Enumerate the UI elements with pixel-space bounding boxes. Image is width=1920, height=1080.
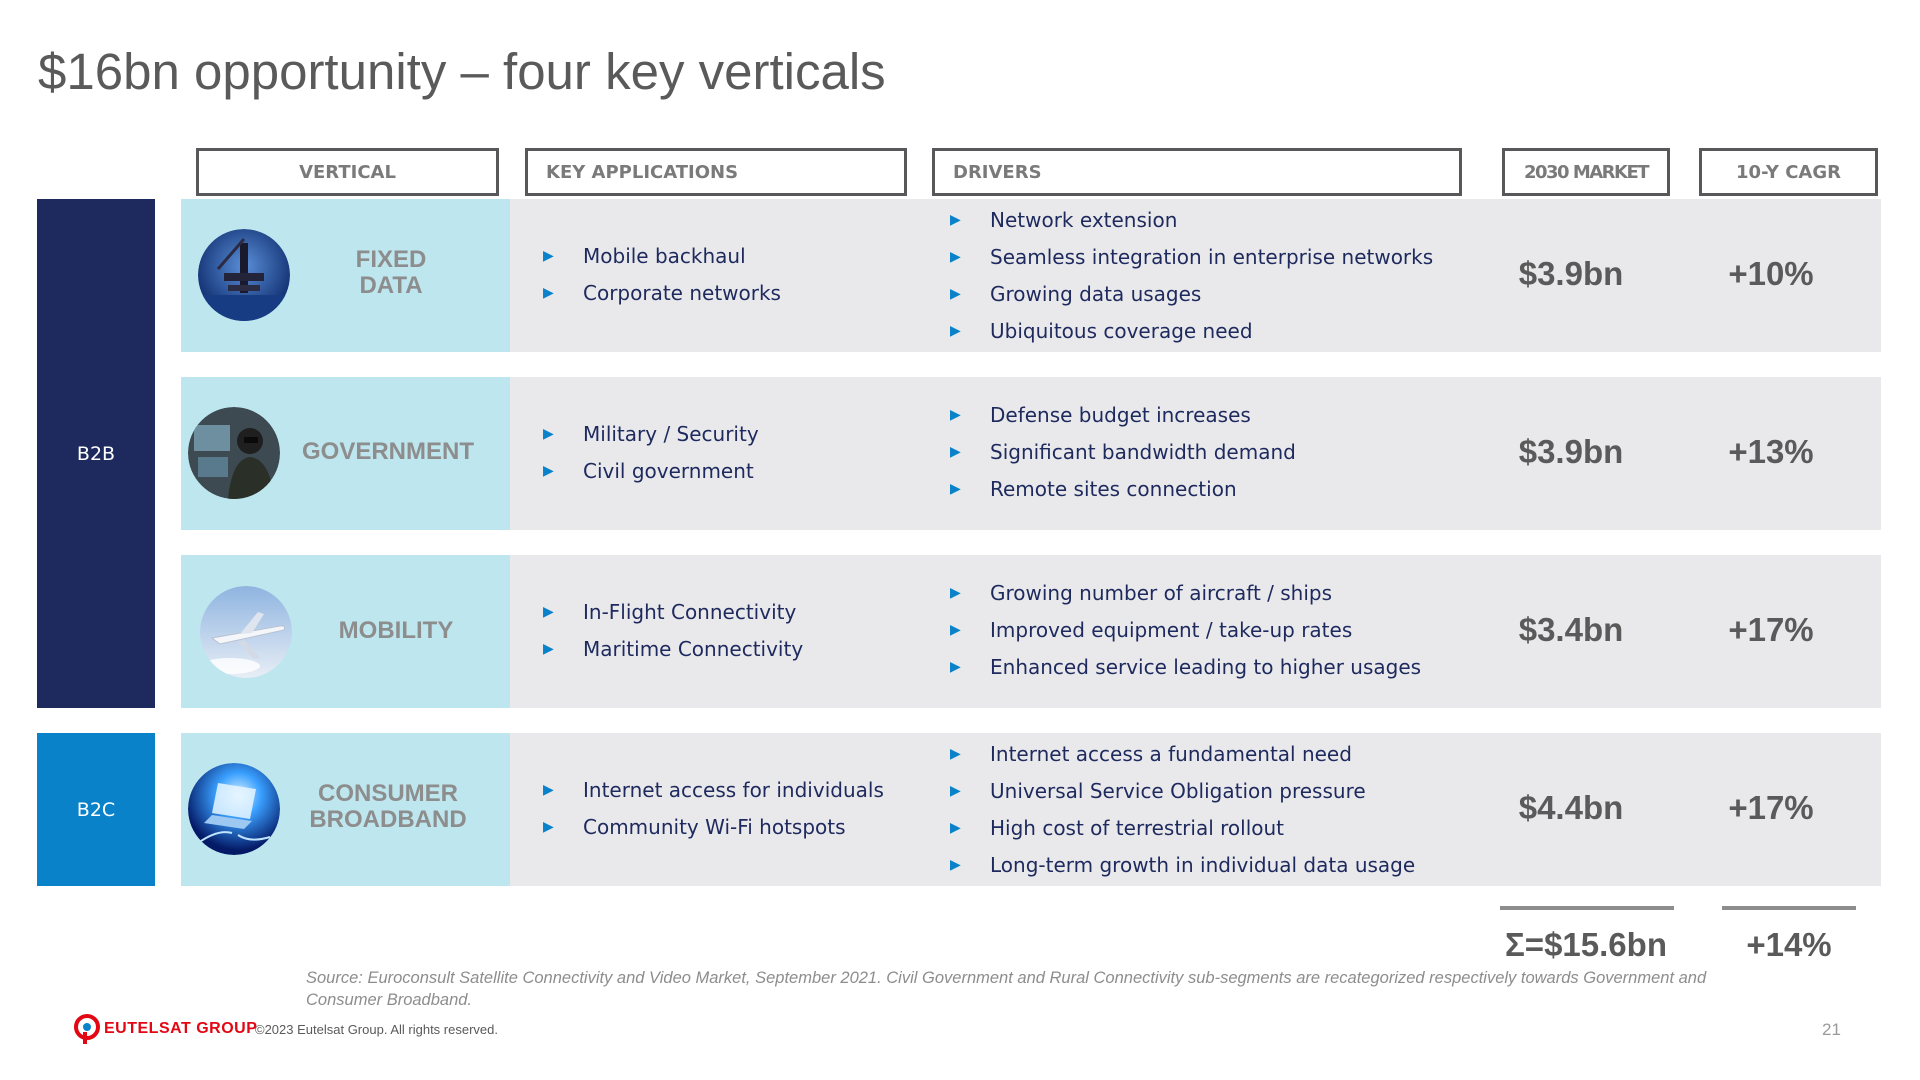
logo-text: EUTELSAT GROUP bbox=[104, 1020, 258, 1037]
applications-list: ▶ In-Flight Connectivity ▶ Maritime Connec… bbox=[543, 594, 803, 668]
triangle-bullet-icon: ▶ bbox=[543, 285, 554, 301]
row-government: GOVERNMENT ▶ Military / Security ▶ Civil g… bbox=[181, 377, 1881, 530]
list-item: ▶ Internet access for individuals bbox=[543, 772, 884, 809]
cagr-value: +17% bbox=[1728, 611, 1814, 648]
applications-list: ▶ Military / Security ▶ Civil government bbox=[543, 416, 759, 490]
triangle-bullet-icon: ▶ bbox=[543, 782, 554, 798]
segment-b2b: B2B bbox=[37, 199, 155, 708]
vertical-cell: FIXED DATA bbox=[181, 199, 510, 352]
triangle-bullet-icon: ▶ bbox=[543, 641, 554, 657]
vertical-name: CONSUMER BROADBAND bbox=[309, 780, 467, 833]
list-item: ▶ Internet access a fundamental need bbox=[950, 736, 1415, 773]
list-item: ▶ In-Flight Connectivity bbox=[543, 594, 803, 631]
list-item: ▶ Improved equipment / take-up rates bbox=[950, 612, 1421, 649]
market-value: $3.9bn bbox=[1518, 255, 1624, 292]
header-vertical: VERTICAL bbox=[196, 148, 499, 196]
header-drivers: DRIVERS bbox=[932, 148, 1462, 196]
segment-b2c: B2C bbox=[37, 733, 155, 886]
triangle-bullet-icon: ▶ bbox=[950, 481, 961, 497]
triangle-bullet-icon: ▶ bbox=[543, 819, 554, 835]
total-cagr: +14% bbox=[1746, 926, 1832, 963]
list-item: ▶ Defense budget increases bbox=[950, 397, 1296, 434]
triangle-bullet-icon: ▶ bbox=[950, 444, 961, 460]
row-consumer-broadband: CONSUMER BROADBAND ▶ Internet access for … bbox=[181, 733, 1881, 886]
triangle-bullet-icon: ▶ bbox=[950, 286, 961, 302]
list-item: ▶ Maritime Connectivity bbox=[543, 631, 803, 668]
vertical-cell: CONSUMER BROADBAND bbox=[181, 733, 510, 886]
market-value: $4.4bn bbox=[1518, 789, 1624, 826]
list-item: ▶ Growing data usages bbox=[950, 276, 1433, 313]
triangle-bullet-icon: ▶ bbox=[543, 604, 554, 620]
laptop-light-icon bbox=[188, 763, 280, 855]
source-note: Source: Euroconsult Satellite Connectivi… bbox=[306, 969, 1707, 1009]
triangle-bullet-icon: ▶ bbox=[950, 820, 961, 836]
list-item: ▶ Civil government bbox=[543, 453, 759, 490]
cagr-value: +17% bbox=[1728, 789, 1814, 826]
triangle-bullet-icon: ▶ bbox=[543, 463, 554, 479]
list-item: ▶ Remote sites connection bbox=[950, 471, 1296, 508]
market-value: $3.9bn bbox=[1518, 433, 1624, 470]
triangle-bullet-icon: ▶ bbox=[950, 746, 961, 762]
header-10y-cagr: 10-Y CAGR bbox=[1699, 148, 1878, 196]
copyright: ©2023 Eutelsat Group. All rights reserve… bbox=[255, 1022, 498, 1037]
drivers-list: ▶ Network extension ▶ Seamless integration… bbox=[950, 202, 1433, 350]
drivers-list: ▶ Defense budget increases ▶ Significant b… bbox=[950, 397, 1296, 508]
row-mobility: MOBILITY ▶ In-Flight Connectivity ▶ Mariti… bbox=[181, 555, 1881, 708]
page-number: 21 bbox=[1822, 1020, 1841, 1039]
header-key-applications: KEY APPLICATIONS bbox=[525, 148, 907, 196]
cagr-value: +10% bbox=[1728, 255, 1814, 292]
drivers-list: ▶ Internet access a fundamental need ▶ Uni… bbox=[950, 736, 1415, 884]
list-item: ▶ High cost of terrestrial rollout bbox=[950, 810, 1415, 847]
triangle-bullet-icon: ▶ bbox=[950, 622, 961, 638]
total-cagr-divider bbox=[1722, 906, 1856, 910]
list-item: ▶ Community Wi-Fi hotspots bbox=[543, 809, 884, 846]
row-fixed-data: FIXED DATA ▶ Mobile backhaul ▶ Corporate n… bbox=[181, 199, 1881, 352]
applications-list: ▶ Mobile backhaul ▶ Corporate networks bbox=[543, 238, 781, 312]
drivers-list: ▶ Growing number of aircraft / ships ▶ Imp… bbox=[950, 575, 1421, 686]
list-item: ▶ Growing number of aircraft / ships bbox=[950, 575, 1421, 612]
list-item: ▶ Long-term growth in individual data usa… bbox=[950, 847, 1415, 884]
triangle-bullet-icon: ▶ bbox=[950, 212, 961, 228]
list-item: ▶ Corporate networks bbox=[543, 275, 781, 312]
market-value: $3.4bn bbox=[1518, 611, 1624, 648]
triangle-bullet-icon: ▶ bbox=[543, 426, 554, 442]
vertical-cell: MOBILITY bbox=[181, 555, 510, 708]
eutelsat-logo-icon bbox=[74, 1014, 100, 1044]
total-market: Σ=$15.6bn bbox=[1505, 926, 1667, 963]
list-item: ▶ Seamless integration in enterprise netw… bbox=[950, 239, 1433, 276]
list-item: ▶ Universal Service Obligation pressure bbox=[950, 773, 1415, 810]
vertical-name: FIXED DATA bbox=[355, 246, 427, 299]
triangle-bullet-icon: ▶ bbox=[950, 783, 961, 799]
page-title: $16bn opportunity – four key verticals bbox=[38, 43, 886, 100]
vertical-cell: GOVERNMENT bbox=[181, 377, 510, 530]
triangle-bullet-icon: ▶ bbox=[950, 585, 961, 601]
header-2030-market: 2030 MARKET bbox=[1502, 148, 1670, 196]
triangle-bullet-icon: ▶ bbox=[950, 857, 961, 873]
eutelsat-logo: EUTELSAT GROUP bbox=[74, 1014, 257, 1044]
total-market-divider bbox=[1500, 906, 1674, 910]
soldier-operator-icon bbox=[188, 407, 280, 499]
vertical-name: MOBILITY bbox=[338, 617, 454, 644]
triangle-bullet-icon: ▶ bbox=[950, 659, 961, 675]
applications-list: ▶ Internet access for individuals ▶ Commun… bbox=[543, 772, 884, 846]
list-item: ▶ Ubiquitous coverage need bbox=[950, 313, 1433, 350]
triangle-bullet-icon: ▶ bbox=[950, 323, 961, 339]
list-item: ▶ Enhanced service leading to higher usag… bbox=[950, 649, 1421, 686]
list-item: ▶ Significant bandwidth demand bbox=[950, 434, 1296, 471]
airplane-icon bbox=[200, 586, 292, 678]
list-item: ▶ Mobile backhaul bbox=[543, 238, 781, 275]
triangle-bullet-icon: ▶ bbox=[950, 407, 961, 423]
triangle-bullet-icon: ▶ bbox=[950, 249, 961, 265]
offshore-rig-icon bbox=[198, 229, 290, 321]
list-item: ▶ Military / Security bbox=[543, 416, 759, 453]
list-item: ▶ Network extension bbox=[950, 202, 1433, 239]
cagr-value: +13% bbox=[1728, 433, 1814, 470]
vertical-name: GOVERNMENT bbox=[301, 438, 474, 465]
triangle-bullet-icon: ▶ bbox=[543, 248, 554, 264]
